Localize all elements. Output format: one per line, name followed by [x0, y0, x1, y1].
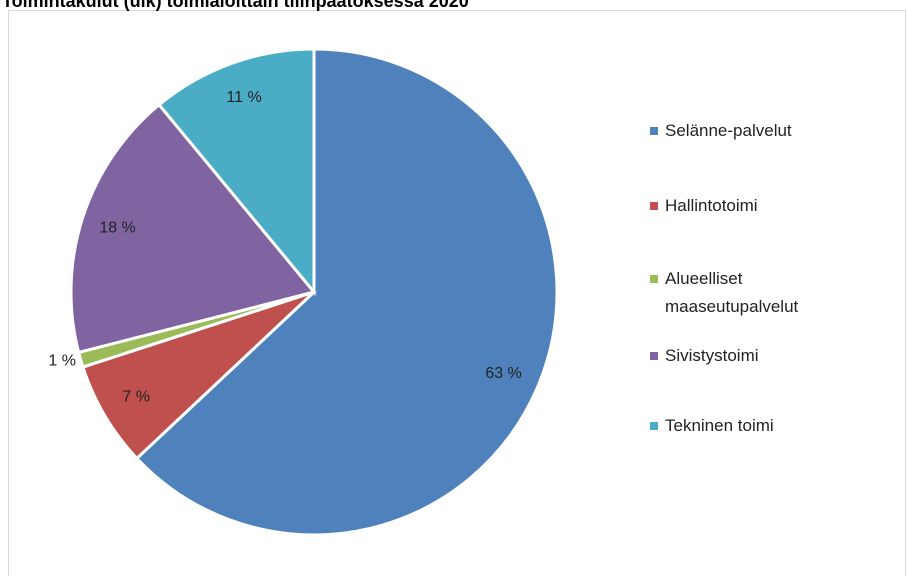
- legend-swatch: [650, 202, 658, 210]
- legend-swatch: [650, 352, 658, 360]
- chart-title: Toimintakulut (ulk) toimialoittain tilin…: [2, 0, 469, 11]
- pie-slice: [134, 47, 559, 537]
- legend-item: Alueelliset maaseutupalvelut: [650, 265, 840, 321]
- data-label: 7 %: [122, 388, 150, 405]
- legend-item: Hallintotoimi: [650, 192, 840, 220]
- data-label: 18 %: [99, 219, 135, 236]
- legend-swatch: [650, 127, 658, 135]
- pie-slice: [69, 102, 317, 355]
- legend-item: Tekninen toimi: [650, 412, 840, 440]
- chart-border: [8, 10, 906, 576]
- legend-label: Sivistystoimi: [665, 346, 759, 365]
- legend-swatch: [650, 422, 658, 430]
- legend-item: Selänne-palvelut: [650, 117, 840, 145]
- legend-label: Tekninen toimi: [665, 416, 774, 435]
- data-label: 63 %: [485, 365, 521, 382]
- legend-item: Sivistystoimi: [650, 342, 840, 370]
- legend-label: Hallintotoimi: [665, 196, 758, 215]
- legend-label: Alueelliset maaseutupalvelut: [665, 269, 799, 316]
- legend-swatch: [650, 275, 658, 283]
- pie-slice: [81, 290, 316, 461]
- pie-slice: [156, 47, 316, 297]
- data-label: 11 %: [226, 89, 261, 106]
- legend-label: Selänne-palvelut: [665, 121, 792, 140]
- data-label: 1 %: [48, 352, 76, 369]
